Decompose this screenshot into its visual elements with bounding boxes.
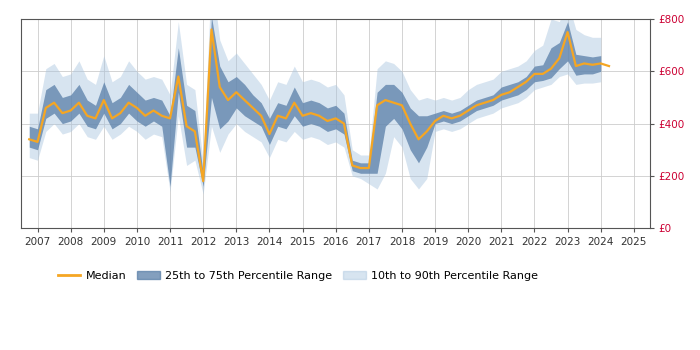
Median [207,27,216,32]
Median [605,64,613,68]
Median [588,63,596,67]
Median [108,116,116,120]
Median [389,100,398,105]
Line: Median: Median [29,29,609,181]
Median [199,179,207,183]
Legend: Median, 25th to 75th Percentile Range, 10th to 90th Percentile Range: Median, 25th to 75th Percentile Range, 1… [53,266,543,285]
Median [41,106,50,110]
Median [323,119,332,123]
Median [564,30,572,34]
Median [25,137,34,141]
